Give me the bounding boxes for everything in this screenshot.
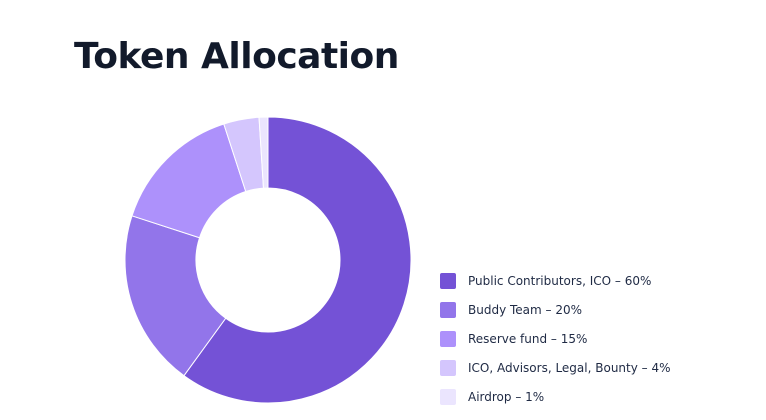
legend-item[interactable]: Public Contributors, ICO – 60% bbox=[440, 266, 760, 295]
legend-label: ICO, Advisors, Legal, Bounty – 4% bbox=[468, 360, 671, 375]
legend-label: Airdrop – 1% bbox=[468, 389, 545, 404]
pie-slice-5[interactable] bbox=[258, 116, 269, 189]
legend-label: Buddy Team – 20% bbox=[468, 302, 583, 317]
legend-item[interactable]: Reserve fund – 15% bbox=[440, 324, 760, 353]
legend-swatch bbox=[440, 301, 456, 318]
pie-slice-2[interactable] bbox=[124, 215, 227, 377]
legend-item[interactable]: Buddy Team – 20% bbox=[440, 295, 760, 324]
chart-legend: Public Contributors, ICO – 60% Buddy Tea… bbox=[440, 266, 760, 411]
legend-item[interactable]: ICO, Advisors, Legal, Bounty – 4% bbox=[440, 353, 760, 382]
pie-slice-1[interactable] bbox=[183, 116, 412, 404]
legend-swatch bbox=[440, 272, 456, 289]
legend-label: Public Contributors, ICO – 60% bbox=[468, 273, 652, 288]
donut-chart bbox=[124, 116, 412, 404]
legend-swatch bbox=[440, 330, 456, 347]
legend-label: Reserve fund – 15% bbox=[468, 331, 588, 346]
legend-swatch bbox=[440, 359, 456, 376]
legend-swatch bbox=[440, 388, 456, 405]
pie-slice-3[interactable] bbox=[131, 123, 247, 239]
legend-item[interactable]: Airdrop – 1% bbox=[440, 382, 760, 411]
chart-title: Token Allocation bbox=[74, 36, 399, 77]
